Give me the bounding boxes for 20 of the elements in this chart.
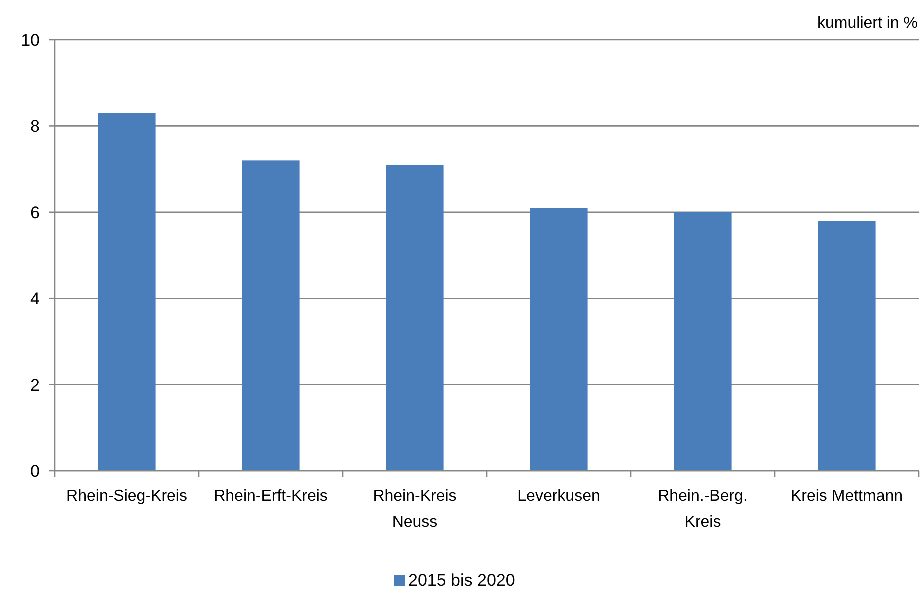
x-tick-label: Kreis Mettmann [790, 488, 904, 505]
bar [386, 164, 444, 471]
y-tick-label: 4 [30, 290, 40, 309]
x-tick-label: Leverkusen [518, 488, 600, 505]
x-tick-label: Rhein-Sieg-Kreis [66, 488, 188, 505]
y-tick-label: 6 [30, 203, 40, 222]
y-tick-label: 8 [30, 117, 40, 136]
bar [98, 113, 156, 471]
bar [530, 208, 588, 471]
bar [674, 212, 732, 471]
y-tick-label: 2 [30, 376, 40, 395]
legend-label: 2015 bis 2020 [408, 571, 516, 590]
x-tick-label: Rhein-Erft-Kreis [214, 488, 328, 505]
x-tick-label: Rhein-Kreis Neuss [373, 488, 457, 531]
y-tick-label: 10 [21, 30, 40, 50]
bar [818, 221, 876, 471]
y-axis-title: kumuliert in % [818, 15, 918, 32]
x-tick-label: Rhein.-Berg. Kreis [658, 488, 748, 531]
y-tick-label: 0 [30, 462, 40, 481]
bar [242, 160, 300, 471]
